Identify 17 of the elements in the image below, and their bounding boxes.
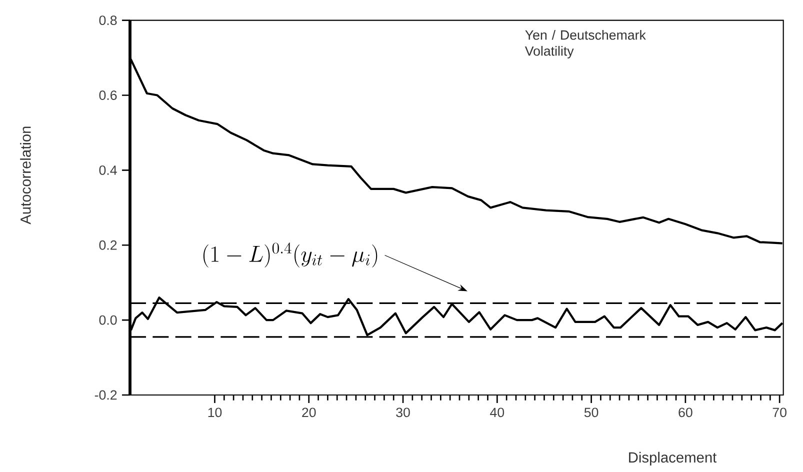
- y-tick-label: -0.2: [94, 390, 117, 400]
- x-tick-label: 20: [302, 408, 316, 418]
- x-tick-label: 50: [584, 408, 598, 418]
- y-tick-label: 0.6: [99, 90, 117, 100]
- x-tick-label: 30: [396, 408, 410, 418]
- y-tick-label: 0.8: [99, 16, 117, 26]
- x-axis-title: Displacement: [629, 452, 717, 466]
- y-tick-label: 0.2: [99, 240, 117, 250]
- annotation: $(1-L)^{0.4}(y_{it}-\mu_i)$: [203, 242, 378, 268]
- x-tick-label: 40: [490, 408, 504, 418]
- y-tick-label: 0.4: [99, 165, 117, 175]
- x-tick-label: 70: [772, 408, 786, 418]
- text: Yen / Deutschemark Volatility: [524, 30, 646, 58]
- y-tick-label: 0.0: [99, 315, 117, 325]
- y-axis-title: Autocorrelation: [20, 126, 31, 224]
- x-tick-label: 60: [678, 408, 692, 418]
- x-tick-label: 10: [208, 408, 222, 418]
